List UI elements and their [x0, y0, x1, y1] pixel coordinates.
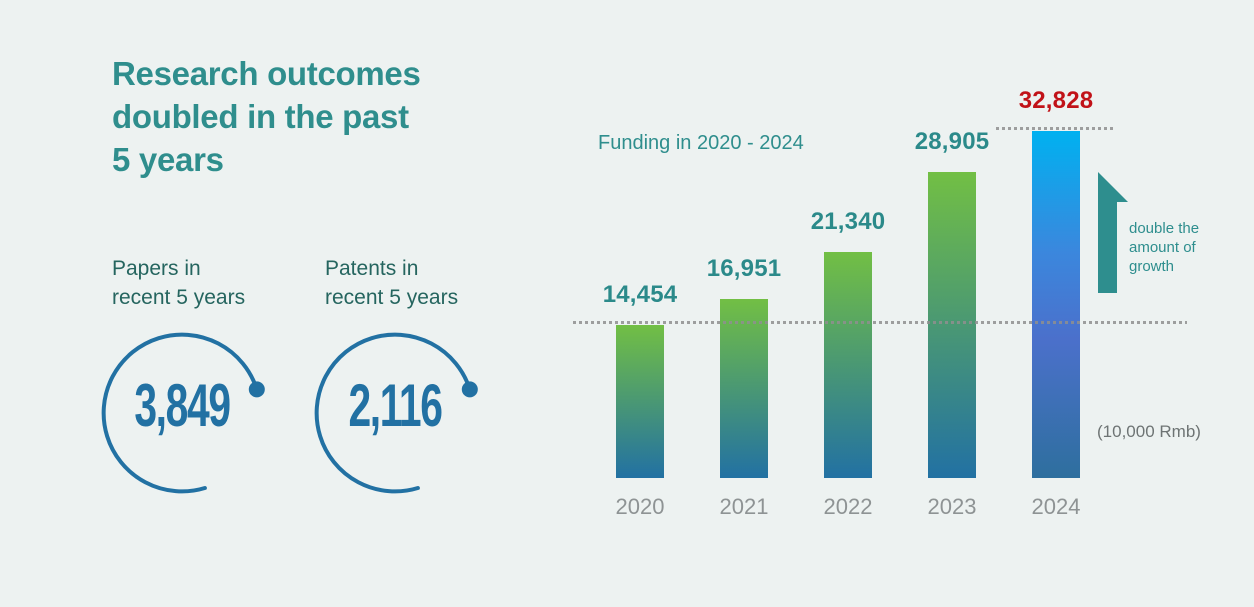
value-label-2022: 21,340 — [810, 208, 886, 235]
category-label-2022: 2022 — [823, 494, 873, 519]
category-label-2024: 2024 — [1031, 494, 1081, 519]
value-label-2020: 14,454 — [602, 281, 678, 308]
reference-dotted-line-2020-level — [573, 321, 1187, 324]
category-label-2023: 2023 — [927, 494, 977, 519]
growth-annotation-line-1: double the — [1129, 220, 1200, 237]
bar-2024 — [1032, 131, 1080, 478]
stat-papers-label-line-1: Papers in — [112, 257, 201, 280]
value-label-2021: 16,951 — [706, 255, 782, 282]
bar-2021 — [720, 299, 768, 478]
value-label-2024: 32,828 — [1018, 87, 1094, 114]
stat-patents-label-line-1: Patents in — [325, 257, 419, 280]
patents-ring-icon — [314, 332, 478, 494]
category-label-2020: 2020 — [615, 494, 665, 519]
stat-papers-value: 3,849 — [134, 372, 231, 439]
growth-annotation-line-3: growth — [1129, 258, 1175, 275]
page-title-line-1: Research outcomes — [112, 55, 421, 92]
page-title: Research outcomes doubled in the past 5 … — [112, 52, 512, 181]
growth-arrow-icon — [1098, 172, 1128, 293]
papers-ring-icon — [101, 332, 265, 494]
stat-papers-label-line-2: recent 5 years — [112, 286, 246, 309]
page-title-line-2: doubled in the past — [112, 98, 409, 135]
axis-unit-label: (10,000 Rmb) — [1097, 422, 1201, 441]
bar-2022 — [824, 252, 872, 478]
growth-annotation: double the amount of growth — [1129, 219, 1199, 276]
stat-patents-value: 2,116 — [348, 372, 442, 439]
page-title-line-3: 5 years — [112, 141, 224, 178]
chart-title: Funding in 2020 - 2024 — [598, 132, 804, 154]
growth-annotation-line-2: amount of — [1129, 239, 1196, 256]
bar-2023 — [928, 172, 976, 478]
value-label-2023: 28,905 — [914, 128, 990, 155]
stat-papers-label: Papers in recent 5 years — [112, 254, 332, 312]
stat-patents-label: Patents in recent 5 years — [325, 254, 545, 312]
stat-patents-label-line-2: recent 5 years — [325, 286, 459, 309]
bar-2020 — [616, 325, 664, 478]
reference-dotted-line-2024-top — [996, 127, 1114, 130]
category-label-2021: 2021 — [719, 494, 769, 519]
